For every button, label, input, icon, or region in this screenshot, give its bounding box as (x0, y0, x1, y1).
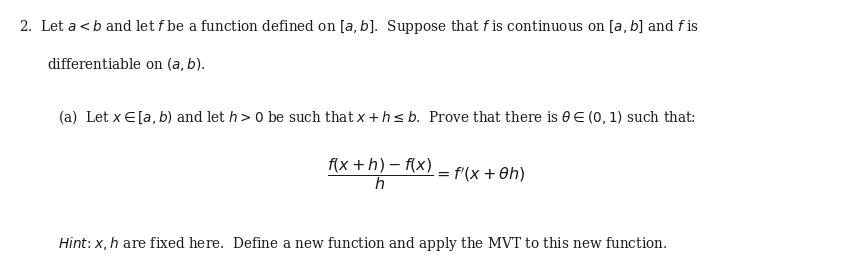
Text: 2.  Let $a < b$ and let $f$ be a function defined on $[a, b]$.  Suppose that $f$: 2. Let $a < b$ and let $f$ be a function… (19, 18, 698, 36)
Text: $\dfrac{f(x+h)-f(x)}{h} = f'(x + \theta h)$: $\dfrac{f(x+h)-f(x)}{h} = f'(x + \theta … (327, 156, 525, 192)
Text: $\it{Hint}$: $x, h$ are fixed here.  Define a new function and apply the MVT to : $\it{Hint}$: $x, h$ are fixed here. Defi… (58, 235, 666, 253)
Text: (a)  Let $x \in [a, b)$ and let $h > 0$ be such that $x + h \leq b$.  Prove that: (a) Let $x \in [a, b)$ and let $h > 0$ b… (58, 108, 695, 126)
Text: differentiable on $(a, b)$.: differentiable on $(a, b)$. (47, 56, 205, 73)
